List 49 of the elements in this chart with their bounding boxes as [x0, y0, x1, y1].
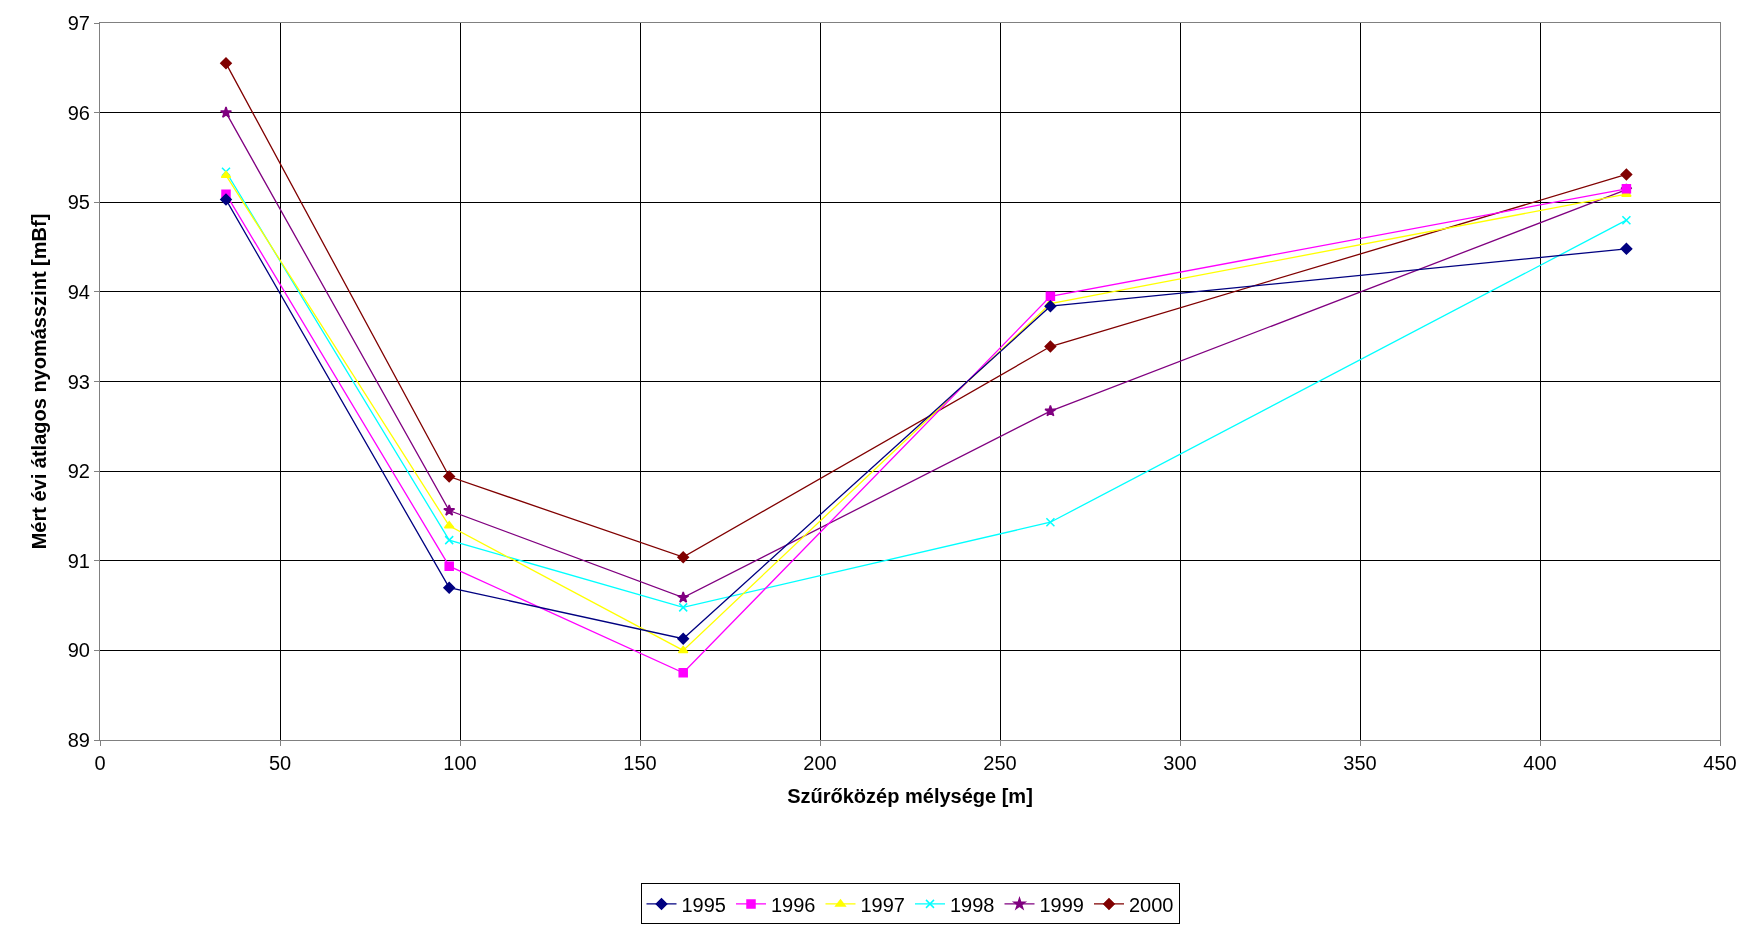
point	[1044, 340, 1057, 353]
point	[1620, 168, 1633, 181]
x-tick-label: 250	[983, 752, 1017, 774]
x-tick-label: 450	[1703, 752, 1737, 774]
y-tick-label: 95	[67, 191, 90, 214]
y-tick-label: 93	[67, 370, 90, 393]
x-tick-label: 200	[803, 752, 837, 774]
point	[678, 602, 688, 613]
legend-label: 1995	[681, 893, 726, 916]
point	[1045, 291, 1056, 302]
y-tick-label: 92	[67, 460, 90, 483]
y-tick-label: 90	[67, 639, 90, 662]
point	[443, 470, 456, 483]
point	[443, 581, 456, 594]
point	[677, 645, 689, 654]
x-tick-label: 50	[268, 752, 292, 774]
point	[443, 504, 456, 516]
point	[1044, 404, 1057, 417]
x-tick-label: 0	[94, 752, 106, 774]
y-tick-label: 91	[67, 549, 90, 572]
point	[677, 591, 690, 603]
point	[677, 551, 690, 564]
y-tick-label: 94	[67, 280, 90, 303]
legend-label: 1999	[1039, 893, 1084, 916]
y-tick-label: 89	[67, 729, 90, 751]
x-tick-label: 100	[443, 752, 477, 774]
y-tick-label: 97	[67, 12, 90, 34]
x-tick-label: 400	[1523, 752, 1557, 774]
legend-label: 1996	[771, 893, 816, 916]
x-tick-label: 350	[1343, 752, 1377, 774]
x-axis-title: Szűrőközép mélysége [m]	[787, 784, 1033, 807]
point	[220, 193, 232, 206]
legend-label: 1998	[950, 893, 995, 916]
legend-label: 1997	[860, 893, 905, 916]
legend-label: 2000	[1129, 893, 1174, 916]
y-tick-label: 96	[67, 101, 90, 124]
y-axis-title: Mért évi átlagos nyomásszint [mBf]	[28, 213, 51, 550]
x-tick-label: 300	[1163, 752, 1197, 774]
x-tick-label: 150	[623, 752, 657, 774]
point	[219, 106, 233, 118]
point	[1620, 242, 1633, 255]
point	[1044, 300, 1057, 313]
point	[444, 535, 454, 545]
point	[677, 632, 690, 645]
point	[220, 57, 232, 70]
point	[1621, 215, 1632, 225]
point	[678, 668, 688, 678]
point	[444, 561, 454, 571]
point	[1045, 517, 1056, 527]
